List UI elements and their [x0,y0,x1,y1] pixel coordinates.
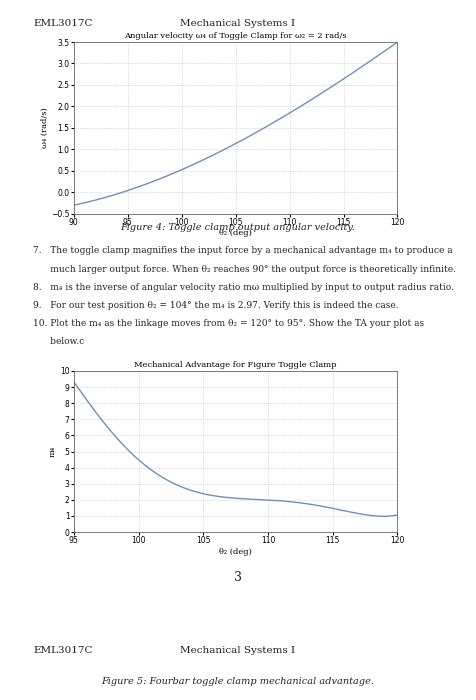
Y-axis label: ω₄ (rad/s): ω₄ (rad/s) [40,107,49,148]
X-axis label: θ₂ (deg): θ₂ (deg) [219,230,252,237]
X-axis label: θ₂ (deg): θ₂ (deg) [219,548,252,556]
Text: EML3017C: EML3017C [33,19,93,28]
Text: 3: 3 [234,571,242,584]
Text: 7.   The toggle clamp magnifies the input force by a mechanical advantage m₄ to : 7. The toggle clamp magnifies the input … [33,246,453,256]
Title: Angular velocity ω₄ of Toggle Clamp for ω₂ = 2 rad/s: Angular velocity ω₄ of Toggle Clamp for … [124,32,347,40]
Text: 8.   m₄ is the inverse of angular velocity ratio mω multiplied by input to outpu: 8. m₄ is the inverse of angular velocity… [33,283,454,292]
Text: much larger output force. When θ₂ reaches 90° the output force is theoretically : much larger output force. When θ₂ reache… [33,265,456,274]
Text: Mechanical Systems I: Mechanical Systems I [180,646,296,655]
Text: Figure 4: Toggle clamp output angular velocity.: Figure 4: Toggle clamp output angular ve… [120,223,356,232]
Text: below.c: below.c [33,337,85,346]
Text: Mechanical Systems I: Mechanical Systems I [180,19,296,28]
Text: 10. Plot the m₄ as the linkage moves from θ₂ = 120° to 95°. Show the TA your plo: 10. Plot the m₄ as the linkage moves fro… [33,319,425,328]
Text: EML3017C: EML3017C [33,646,93,655]
Title: Mechanical Advantage for Figure Toggle Clamp: Mechanical Advantage for Figure Toggle C… [134,360,337,369]
Text: 9.   For our test position θ₂ = 104° the m₄ is 2.97. Verify this is indeed the c: 9. For our test position θ₂ = 104° the m… [33,301,399,310]
Y-axis label: m₄: m₄ [49,446,57,457]
Text: Figure 5: Fourbar toggle clamp mechanical advantage.: Figure 5: Fourbar toggle clamp mechanica… [101,677,375,686]
